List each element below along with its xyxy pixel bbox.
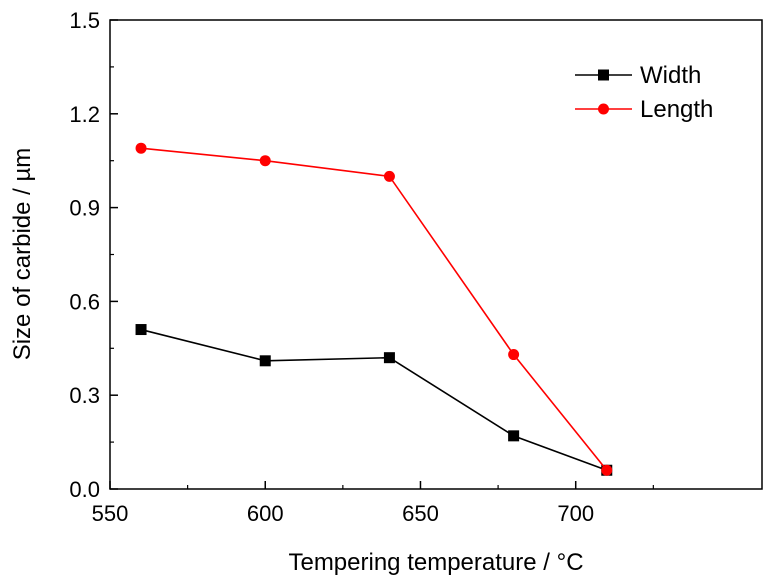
data-point-length bbox=[135, 142, 147, 154]
y-tick-label: 1.5 bbox=[69, 8, 100, 33]
plot-frame bbox=[109, 19, 763, 490]
legend-label-width: Width bbox=[640, 62, 701, 89]
series-line-length bbox=[140, 147, 608, 471]
legend: Width Length bbox=[575, 62, 713, 123]
x-tick-label: 600 bbox=[247, 501, 284, 526]
x-tick-label: 650 bbox=[402, 501, 439, 526]
y-axis-title: Size of carbide / µm bbox=[9, 148, 36, 361]
legend-marker-length bbox=[598, 103, 609, 115]
x-axis-title: Tempering temperature / °C bbox=[288, 549, 583, 576]
x-tick-label: 550 bbox=[92, 501, 129, 526]
y-tick-label: 0.3 bbox=[69, 383, 100, 408]
series-line-width bbox=[140, 328, 608, 471]
y-axis: 0.0 0.3 0.6 0.9 1.2 1.5 bbox=[69, 8, 118, 502]
data-point-width bbox=[383, 352, 395, 364]
x-axis: 550 600 650 700 bbox=[92, 481, 654, 526]
legend-label-length: Length bbox=[640, 96, 713, 123]
y-tick-label: 1.2 bbox=[69, 102, 100, 127]
data-point-length bbox=[259, 155, 271, 167]
data-point-length bbox=[601, 464, 613, 476]
legend-marker-width bbox=[598, 69, 609, 81]
data-point-length bbox=[383, 170, 395, 182]
series-layer bbox=[135, 142, 613, 476]
data-point-length bbox=[508, 349, 520, 361]
data-point-width bbox=[135, 324, 147, 336]
x-tick-label: 700 bbox=[557, 501, 594, 526]
y-tick-label: 0.0 bbox=[69, 477, 100, 502]
data-point-width bbox=[259, 355, 271, 367]
y-tick-label: 0.6 bbox=[69, 289, 100, 314]
data-point-width bbox=[508, 430, 520, 442]
y-tick-label: 0.9 bbox=[69, 196, 100, 221]
